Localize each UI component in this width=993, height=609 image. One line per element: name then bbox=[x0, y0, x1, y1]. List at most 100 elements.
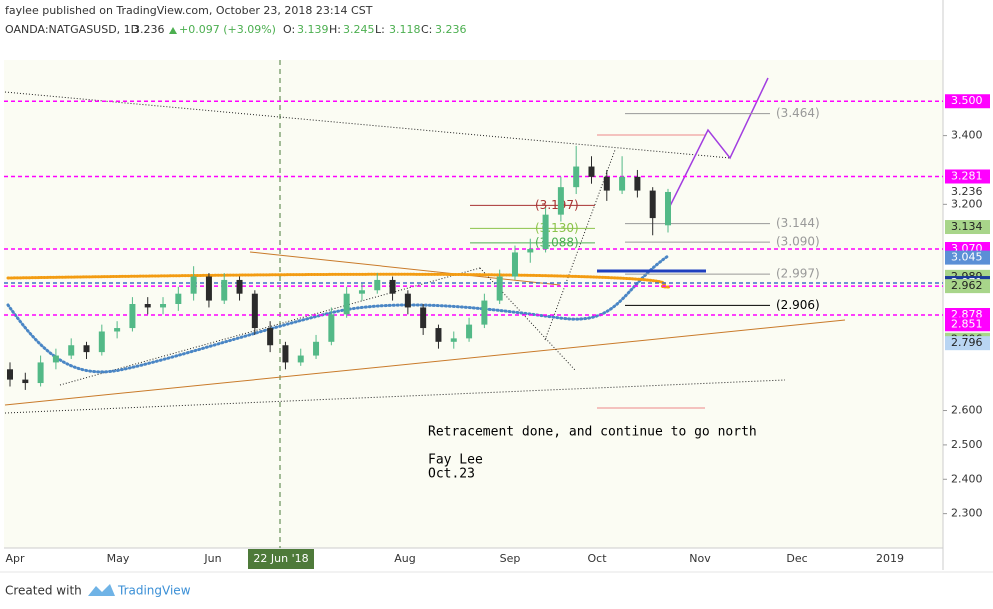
price-tag bbox=[945, 94, 990, 109]
projection-path bbox=[667, 77, 769, 211]
candle-body bbox=[603, 176, 610, 191]
candle-body bbox=[619, 176, 626, 191]
candle-body bbox=[144, 304, 151, 308]
price-tag-label: 2.796 bbox=[951, 336, 983, 349]
x-tick-label: 2019 bbox=[876, 552, 904, 565]
header-text: O: bbox=[283, 23, 295, 36]
candle-body bbox=[205, 276, 212, 301]
candle-body bbox=[634, 176, 641, 191]
price-tag bbox=[945, 317, 990, 332]
candle-body bbox=[221, 279, 228, 301]
header-text: 3.236 bbox=[435, 23, 467, 36]
annotation: Retracement done, and continue to go nor… bbox=[428, 425, 757, 440]
header-text: 3.245 bbox=[343, 23, 375, 36]
price-tag bbox=[945, 279, 990, 294]
x-tick-label: May bbox=[107, 552, 130, 565]
header-quote: OANDA:NATGASUSD, 1D3.236 +0.097 (+3.09%) O… bbox=[5, 23, 467, 36]
fib-label: (3.197) bbox=[535, 198, 579, 212]
trendline bbox=[4, 91, 731, 159]
y-tick-label: 2.300 bbox=[951, 507, 983, 520]
header-text: L: bbox=[375, 23, 385, 36]
price-tag bbox=[945, 250, 990, 265]
drawings bbox=[4, 60, 846, 548]
header-text: +0.097 (+3.09%) bbox=[179, 23, 276, 36]
y-tick-label: 2.600 bbox=[951, 404, 983, 417]
price-tag-label: 3.134 bbox=[951, 220, 983, 233]
price-tag-label: 2.851 bbox=[951, 317, 983, 330]
moving-average bbox=[6, 254, 670, 374]
footer-brand: TradingView bbox=[117, 584, 191, 598]
fib-label: (3.130) bbox=[535, 221, 579, 235]
header-text: 3.236 bbox=[133, 23, 165, 36]
candle-body bbox=[267, 328, 274, 346]
price-tag bbox=[945, 220, 990, 235]
candle-body bbox=[52, 355, 59, 363]
price-tag-label: 3.045 bbox=[951, 251, 983, 264]
candle-body bbox=[496, 276, 503, 301]
header-text: C: bbox=[421, 23, 432, 36]
price-tag bbox=[945, 169, 990, 184]
candle-body bbox=[573, 166, 580, 188]
candle-body bbox=[297, 355, 304, 363]
candle-body bbox=[129, 304, 136, 329]
trendline bbox=[479, 267, 576, 371]
candle-body bbox=[22, 379, 29, 384]
candle-body bbox=[466, 324, 473, 339]
candle-body bbox=[435, 328, 442, 342]
candle-body bbox=[557, 187, 564, 215]
candle-body bbox=[313, 341, 320, 356]
moving-average bbox=[6, 272, 672, 289]
header-text: H: bbox=[329, 23, 341, 36]
candle-body bbox=[542, 214, 549, 250]
candle-body bbox=[511, 252, 518, 277]
candle-body bbox=[588, 166, 595, 177]
candle-body bbox=[665, 191, 671, 226]
trendline bbox=[544, 149, 616, 341]
candle-body bbox=[37, 362, 44, 384]
crosshair-date: 22 Jun '18 bbox=[253, 552, 308, 565]
annotation: Oct.23 bbox=[428, 467, 475, 482]
fib-label: (2.997) bbox=[776, 267, 820, 281]
candle-body bbox=[236, 279, 243, 294]
candle-body bbox=[343, 293, 350, 315]
x-tick-label: Aug bbox=[394, 552, 415, 565]
trendline bbox=[249, 251, 561, 286]
x-tick-label: Apr bbox=[5, 552, 25, 565]
price-tag-label: 2.962 bbox=[951, 279, 983, 292]
header-title: faylee published on TradingView.com, Oct… bbox=[5, 4, 373, 17]
candle-body bbox=[190, 276, 197, 294]
candle-body bbox=[450, 338, 457, 342]
candle-body bbox=[98, 331, 105, 353]
up-arrow bbox=[169, 27, 177, 34]
trendline bbox=[59, 267, 481, 386]
candle-body bbox=[649, 190, 656, 219]
candle-body bbox=[328, 314, 335, 342]
annotation: Fay Lee bbox=[428, 453, 483, 468]
y-tick-label: 3.200 bbox=[951, 197, 983, 210]
x-tick-label: Oct bbox=[587, 552, 607, 565]
candle-body bbox=[404, 293, 411, 308]
price-tag bbox=[945, 336, 990, 351]
header-text: 3.139 bbox=[297, 23, 329, 36]
y-tick-label: 2.500 bbox=[951, 438, 983, 451]
x-tick-label: Dec bbox=[786, 552, 807, 565]
candle-body bbox=[160, 304, 167, 308]
header-text: 3.118 bbox=[389, 23, 421, 36]
candle-body bbox=[114, 328, 121, 332]
trendline bbox=[4, 319, 846, 406]
x-tick-label: Nov bbox=[689, 552, 711, 565]
price-tag-label: 3.500 bbox=[951, 94, 983, 107]
crosshair-date-box bbox=[248, 549, 314, 569]
fib-label: (3.088) bbox=[535, 235, 579, 249]
candle-body bbox=[481, 300, 488, 325]
fib-label: (3.090) bbox=[776, 235, 820, 249]
candle-body bbox=[7, 369, 13, 380]
footer-created: Created with bbox=[5, 584, 82, 598]
candle-body bbox=[175, 293, 182, 304]
x-tick-label: Sep bbox=[500, 552, 521, 565]
brand-logo bbox=[88, 584, 115, 596]
candle-body bbox=[83, 345, 90, 353]
fib-label: (3.144) bbox=[776, 216, 820, 230]
candle-body bbox=[282, 345, 289, 363]
